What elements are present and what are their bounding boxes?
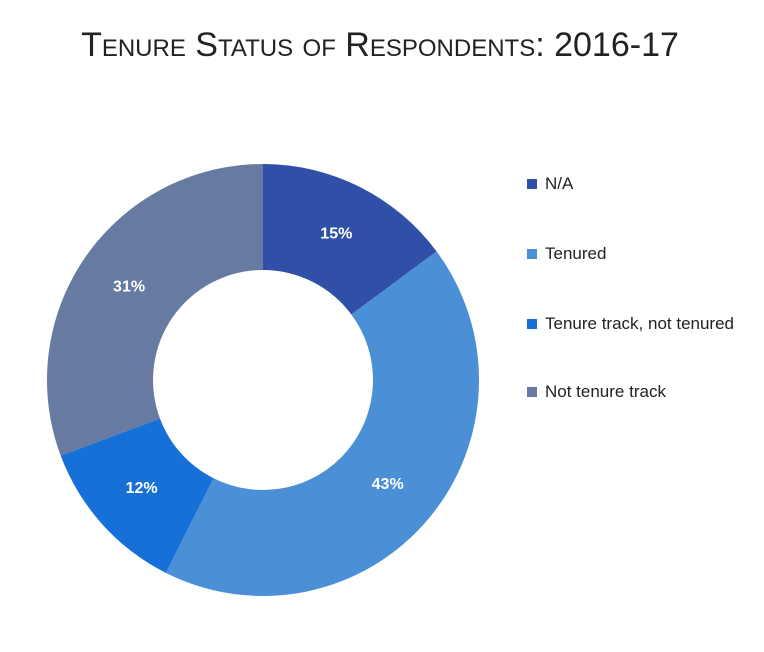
donut-slice: [263, 164, 437, 315]
legend-swatch: [527, 179, 537, 189]
chart-title: Tenure Status of Respondents: 2016-17: [81, 26, 679, 64]
value-label: 31%: [113, 278, 145, 295]
legend-swatch: [527, 387, 537, 397]
legend-label: N/A: [545, 174, 574, 193]
legend-label: Not tenure track: [545, 382, 666, 401]
legend-label: Tenured: [545, 244, 607, 263]
legend-item: Not tenure track: [527, 380, 735, 404]
legend-swatch: [527, 249, 537, 259]
value-label: 12%: [126, 480, 158, 497]
legend-item: N/A: [527, 172, 735, 196]
donut-slice: [46, 164, 263, 456]
value-label: 43%: [372, 476, 404, 493]
donut-slice: [60, 418, 214, 573]
legend-item: Tenured: [527, 242, 735, 266]
donut-slice: [165, 251, 479, 596]
value-label: 15%: [320, 226, 352, 243]
legend-item: Tenure track, not tenured: [527, 312, 735, 336]
legend-label: Tenure track, not tenured: [545, 314, 735, 333]
legend-swatch: [527, 319, 537, 329]
